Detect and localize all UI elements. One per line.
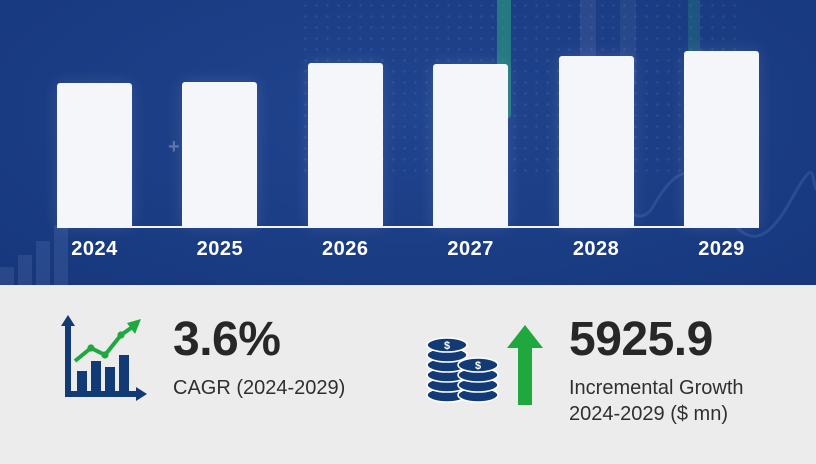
incremental-growth-stat: $ $ 5925.9 Incremental Gro <box>420 313 744 427</box>
year-label-2026: 2026 <box>322 238 369 260</box>
coins-icon: $ $ <box>426 337 499 403</box>
growth-chart-icon <box>61 315 147 401</box>
bar-group-2028: 2028 <box>558 53 634 260</box>
incremental-growth-value: 5925.9 <box>569 313 713 366</box>
stats-section: 3.6% CAGR (2024-2029) $ <box>0 285 816 464</box>
bar-2025 <box>182 82 258 226</box>
steps-decoration <box>0 225 68 285</box>
cagr-stat: 3.6% CAGR (2024-2029) <box>55 313 420 405</box>
bar-group-2025: 2025 <box>182 53 258 260</box>
bar-2027 <box>433 64 509 226</box>
bar-group-2029: 2029 <box>683 51 759 260</box>
incremental-growth-label-line1: Incremental Growth <box>569 377 744 400</box>
cagr-label: CAGR (2024-2029) <box>173 377 346 400</box>
svg-text:$: $ <box>444 340 450 352</box>
year-label-2027: 2027 <box>447 238 494 260</box>
up-arrow-icon <box>507 325 543 405</box>
cagr-value: 3.6% <box>173 313 281 366</box>
bar-group-2027: 2027 <box>433 53 509 260</box>
bar-2028 <box>558 56 634 226</box>
bar-2024 <box>57 83 132 226</box>
svg-text:$: $ <box>475 360 481 372</box>
incremental-growth-label: Incremental Growth 2024-2029 ($ mn) <box>569 375 744 427</box>
year-label-2029: 2029 <box>698 238 745 260</box>
deco-light-strip <box>580 0 596 58</box>
plus-decoration: + <box>168 136 180 158</box>
bar-chart: 2024 2025 2026 2027 2028 2029 <box>57 0 759 260</box>
bar-group-2026: 2026 <box>307 53 383 260</box>
bar-chart-plot-area: 2024 2025 2026 2027 2028 2029 <box>57 51 759 260</box>
coins-and-arrow-icon: $ $ <box>420 315 543 405</box>
bar-2029 <box>683 51 759 226</box>
year-label-2024: 2024 <box>71 238 118 260</box>
incremental-growth-label-line2: 2024-2029 ($ mn) <box>569 403 728 426</box>
bar-2026 <box>307 63 383 226</box>
bar-group-2024: 2024 <box>57 53 132 260</box>
year-label-2025: 2025 <box>196 238 244 260</box>
year-label-2028: 2028 <box>572 238 620 260</box>
